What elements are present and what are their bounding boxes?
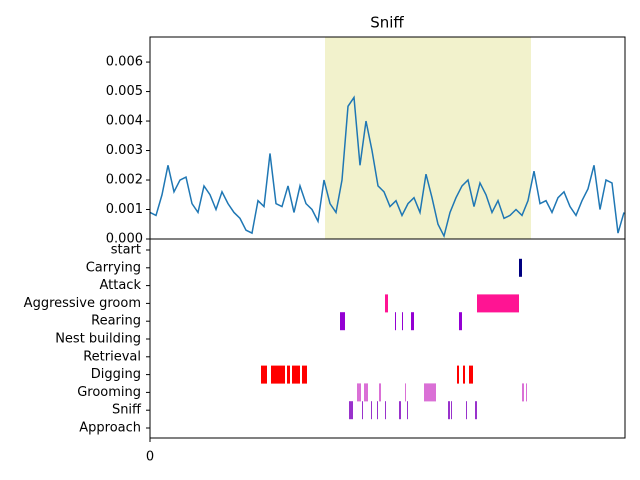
y-tick-label: Attack [99, 278, 141, 293]
event-bar [469, 365, 473, 384]
y-tick-label: Nest building [55, 332, 141, 347]
event-bar [411, 312, 414, 331]
event-bar [357, 383, 361, 402]
event-bar [302, 365, 307, 384]
event-bar [261, 365, 267, 384]
event-bar [271, 365, 285, 384]
event-bar [457, 365, 459, 384]
event-bar [362, 401, 363, 420]
event-bar [477, 294, 519, 313]
event-bar [526, 383, 527, 402]
event-bar [377, 401, 378, 420]
event-bar [466, 401, 467, 420]
event-bar [463, 365, 465, 384]
event-bar [340, 312, 345, 331]
y-tick-label: Rearing [91, 314, 141, 329]
event-bar [364, 383, 368, 402]
event-bar [519, 258, 522, 277]
y-tick-label: Aggressive groom [24, 296, 141, 311]
event-bar [379, 383, 381, 402]
y-tick-label: 0.000 [106, 232, 143, 247]
event-bar [448, 401, 450, 420]
y-tick-label: 0.001 [106, 202, 143, 217]
event-bar [522, 383, 524, 402]
y-tick-label: Retrieval [83, 349, 141, 364]
y-tick-label: 0.005 [106, 84, 143, 99]
event-bar [385, 294, 388, 313]
chart-title: Sniff [370, 14, 404, 32]
event-bar [292, 365, 300, 384]
y-tick-label: 0.006 [106, 55, 143, 70]
y-tick-label: Carrying [86, 260, 141, 275]
y-tick-label: Sniff [112, 403, 142, 418]
y-tick-label: Digging [91, 367, 141, 382]
event-bar [385, 401, 386, 420]
event-bar [402, 312, 403, 331]
event-bar [287, 365, 290, 384]
y-tick-label: 0.004 [106, 114, 143, 129]
data-line [150, 95, 625, 239]
highlight-span [325, 37, 531, 239]
y-tick-label: 0.003 [106, 143, 143, 158]
event-bar [475, 401, 477, 420]
y-tick-label: 0.002 [106, 173, 143, 188]
y-tick-label: start [111, 243, 141, 258]
y-tick-label: Grooming [77, 385, 141, 400]
event-bar [349, 401, 353, 420]
event-bar [424, 383, 436, 402]
event-bar [459, 312, 462, 331]
event-bar [451, 401, 452, 420]
x-tick-label: 0 [146, 450, 154, 465]
y-tick-label: Approach [79, 421, 141, 436]
event-bar [407, 401, 408, 420]
event-bar [395, 312, 396, 331]
event-bar [371, 401, 372, 420]
event-bar [399, 401, 401, 420]
event-bar [405, 383, 406, 402]
axes-frame [149, 238, 626, 439]
